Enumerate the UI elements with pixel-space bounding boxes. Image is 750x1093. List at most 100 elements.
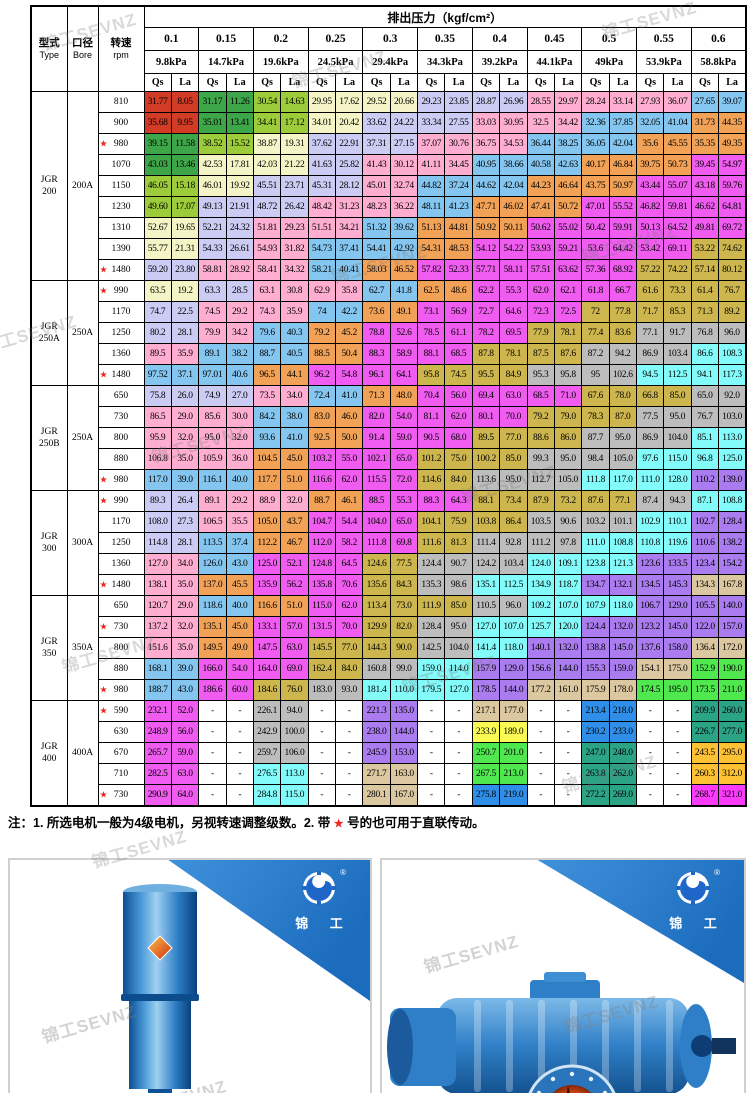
rpm-cell: ★ 990 (97, 280, 145, 302)
la-cell: 84.3 (389, 574, 419, 596)
pressure-kgf-header: 0.6 (690, 27, 747, 51)
qs-cell: 27.65 (690, 91, 720, 113)
la-cell: 120.0 (553, 616, 583, 638)
qs-cell: 124.4 (581, 616, 610, 638)
la-cell: 13.46 (170, 154, 200, 176)
qs-cell: 88.6 (526, 427, 555, 449)
table-row: JGR 200 200A 810 31.77 8.05 31.17 11.26 30.54 14.… (30, 91, 747, 281)
qs-cell: 106.7 (635, 595, 665, 617)
la-cell: 45.0 (225, 616, 254, 638)
qs-cell: 103.5 (526, 511, 555, 533)
qs-header: Qs (307, 73, 337, 92)
star-icon: ★ (99, 684, 108, 695)
la-cell: 49.0 (225, 637, 254, 659)
la-cell: 46.52 (389, 259, 419, 281)
la-cell: 104.0 (663, 427, 692, 449)
pressure-kgf-header: 0.25 (307, 27, 364, 51)
qs-cell: 61.4 (690, 280, 720, 302)
la-cell: - (335, 721, 364, 743)
qs-cell: 159.0 (417, 658, 446, 680)
qs-cell: 57.82 (417, 259, 446, 281)
qs-cell: - (417, 700, 446, 722)
la-cell: 34.21 (335, 217, 364, 239)
la-cell: 30.12 (389, 154, 419, 176)
rpm-cell: 1360 (97, 343, 145, 365)
qs-cell: - (526, 721, 555, 743)
la-cell: 41.8 (389, 280, 419, 302)
la-cell: 54.0 (225, 658, 254, 680)
la-cell: 58.2 (335, 532, 364, 554)
qs-cell: 41.11 (417, 154, 446, 176)
la-cell: 21.31 (170, 238, 200, 260)
qs-cell: 242.9 (252, 721, 282, 743)
qs-cell: 82.0 (362, 406, 391, 428)
bore-cell: 300A (66, 490, 99, 596)
la-cell: 49.1 (389, 301, 419, 323)
la-cell: 57.0 (280, 616, 309, 638)
table-row: ★ 980 117.0 39.0 116.1 40.0 117.7 51.0 116.6 62.0… (31, 469, 747, 491)
bore-cell: 400A (66, 700, 99, 807)
table-row: ★ 980 188.7 43.0 186.6 60.0 184.6 76.0 183.0 93.0… (31, 679, 747, 701)
la-cell: 52.33 (444, 259, 473, 281)
la-cell: 73.2 (553, 490, 583, 512)
qs-cell: 99.3 (526, 448, 555, 470)
qs-cell: 144.3 (362, 637, 391, 659)
qs-cell: 58.03 (362, 259, 391, 281)
la-cell: 17.81 (225, 154, 254, 176)
rpm-cell: 1150 (97, 175, 145, 197)
la-cell: 30.95 (499, 112, 528, 134)
la-cell: 211.0 (718, 679, 747, 701)
la-cell: 48.53 (444, 238, 473, 260)
la-cell: 28.1 (170, 322, 200, 344)
la-cell: 19.92 (225, 175, 254, 197)
la-cell: 172.0 (718, 637, 747, 659)
la-header: La (389, 73, 419, 92)
la-cell: 167.0 (389, 784, 419, 807)
la-cell: 19.31 (280, 133, 309, 155)
qs-cell: 149.5 (198, 637, 227, 659)
qs-cell: 184.6 (252, 679, 282, 701)
qs-cell: 174.5 (635, 679, 665, 701)
la-cell: - (553, 742, 583, 764)
la-cell: 95.0 (608, 427, 637, 449)
la-cell: 14.63 (280, 91, 309, 113)
qs-cell: 36.75 (471, 133, 501, 155)
qs-cell: 107.9 (581, 595, 610, 617)
qs-cell: 38.52 (198, 133, 227, 155)
la-cell: 56.2 (280, 574, 309, 596)
la-cell: 38.0 (280, 406, 309, 428)
qs-cell: 115.5 (362, 469, 391, 491)
la-cell: 22.91 (335, 133, 364, 155)
rpm-cell: ★ 590 (97, 700, 145, 722)
la-cell: 233.0 (608, 721, 637, 743)
la-cell: 32.0 (280, 490, 309, 512)
pressure-kpa-header: 19.6kPa (252, 50, 309, 74)
la-cell: 145.0 (663, 616, 692, 638)
qs-cell: 125.0 (252, 553, 282, 575)
la-cell: 115.0 (663, 448, 692, 470)
la-cell: 28.1 (170, 532, 200, 554)
qs-cell: 78.3 (581, 406, 610, 428)
la-cell: 58.9 (389, 343, 419, 365)
qs-cell: 233.9 (471, 721, 501, 743)
qs-cell: 259.7 (252, 742, 282, 764)
qs-cell: 248.9 (143, 721, 172, 743)
qs-cell: 89.1 (198, 490, 227, 512)
qs-cell: 35.68 (143, 112, 172, 134)
qs-cell: 87.9 (526, 490, 555, 512)
qs-cell: 80.2 (143, 322, 172, 344)
qs-cell: 34.41 (252, 112, 282, 134)
model-cell: JGR 300 (30, 490, 68, 596)
rpm-cell: ★ 730 (97, 784, 145, 807)
la-cell: 27.0 (225, 385, 254, 407)
qs-header: Qs (471, 73, 501, 92)
la-header: La (553, 73, 583, 92)
qs-cell: 226.1 (252, 700, 282, 722)
la-cell: 73.0 (389, 595, 419, 617)
la-cell: - (335, 742, 364, 764)
qs-cell: - (198, 784, 227, 807)
la-cell: 177.0 (499, 700, 528, 722)
qs-cell: 47.41 (526, 196, 555, 218)
table-title: 排出压力（kgf/cm²） (143, 5, 747, 28)
la-cell: 64.81 (718, 196, 747, 218)
